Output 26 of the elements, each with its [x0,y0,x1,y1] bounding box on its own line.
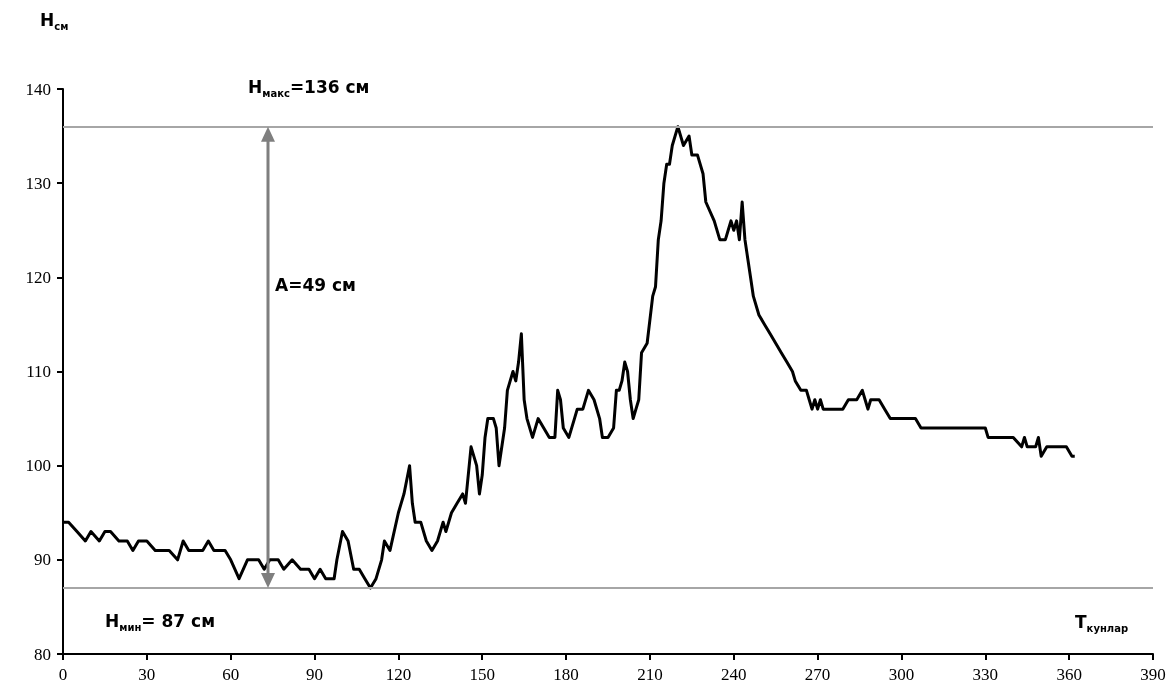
ref-line-label: H$_{макс}$=136 см [248,76,370,100]
y-tick-label: 140 [25,79,51,99]
y-tick-label: 80 [34,644,51,664]
x-tick-label: 210 [637,665,663,684]
x-tick-label: 120 [385,665,412,684]
x-tick-label: 300 [888,665,915,684]
ref-line-label: H$_{мин}$= 87 см [105,611,216,634]
y-tick-label: 110 [26,362,51,381]
y-tick-label: 90 [34,550,51,570]
x-tick-label: 180 [553,665,579,684]
x-tick-label: 360 [1056,665,1082,684]
x-tick-label: 150 [469,665,495,684]
y-tick-label: 120 [25,267,51,287]
x-tick-label: 240 [721,665,747,684]
y-tick-label: 100 [25,456,51,476]
x-tick-label: 330 [972,665,999,684]
y-tick-label: 130 [25,173,51,193]
annotation: A=49 см [275,274,356,295]
x-tick-label: 0 [58,665,68,684]
x-axis-title: T$_{кунлар}$ [1075,612,1129,635]
x-tick-label: 270 [804,665,831,684]
x-tick-label: 90 [306,665,324,684]
x-tick-label: 60 [222,665,240,684]
x-tick-label: 30 [138,665,156,684]
y-axis-title: H$_{см}$ [40,10,69,33]
x-tick-label: 390 [1140,665,1166,684]
